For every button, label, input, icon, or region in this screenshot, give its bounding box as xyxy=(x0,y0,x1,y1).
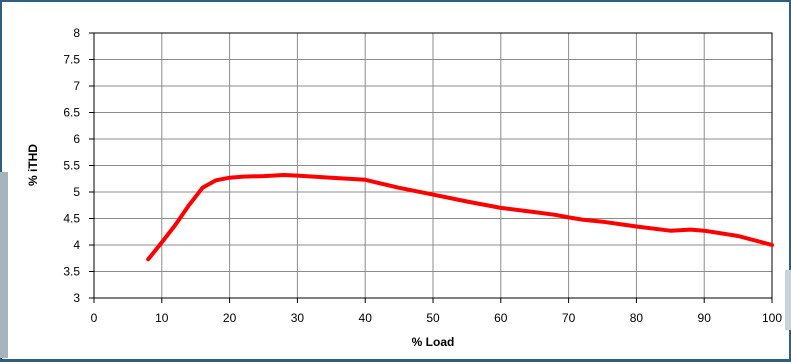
x-tick-label: 80 xyxy=(630,311,644,325)
x-tick-label: 40 xyxy=(359,311,373,325)
y-tick-label: 6.5 xyxy=(63,106,80,120)
x-tick-label: 100 xyxy=(762,311,782,325)
y-tick-label: 3.5 xyxy=(63,265,80,279)
y-tick-label: 4 xyxy=(73,238,80,252)
x-tick-label: 90 xyxy=(698,311,712,325)
y-tick-label: 3 xyxy=(73,291,80,305)
left-edge-strip xyxy=(0,172,8,358)
x-tick-label: 0 xyxy=(91,311,98,325)
series-group xyxy=(146,173,774,262)
series-line xyxy=(146,173,774,262)
y-tick-label: 8 xyxy=(73,26,80,40)
x-tick-label: 10 xyxy=(155,311,169,325)
x-tick-label: 70 xyxy=(562,311,576,325)
x-tick-label: 50 xyxy=(426,311,440,325)
y-tick-label: 5.5 xyxy=(63,159,80,173)
right-edge-strip xyxy=(785,270,791,330)
x-tick-label: 20 xyxy=(223,311,237,325)
x-axis-title: % Load xyxy=(412,335,455,349)
x-tick-label: 60 xyxy=(494,311,508,325)
x-tick-label: 30 xyxy=(291,311,305,325)
y-tick-label: 4.5 xyxy=(63,212,80,226)
ticks: 0 10 20 30 40 50 60 70 80 90 100 3 3.5 4 4.5 5 5.5 6 6.5 7 7… xyxy=(63,26,782,325)
y-tick-label: 7 xyxy=(73,79,80,93)
y-tick-label: 7.5 xyxy=(63,53,80,67)
y-tick-label: 5 xyxy=(73,185,80,199)
y-tick-label: 6 xyxy=(73,132,80,146)
y-axis-title: % iTHD xyxy=(26,144,40,186)
